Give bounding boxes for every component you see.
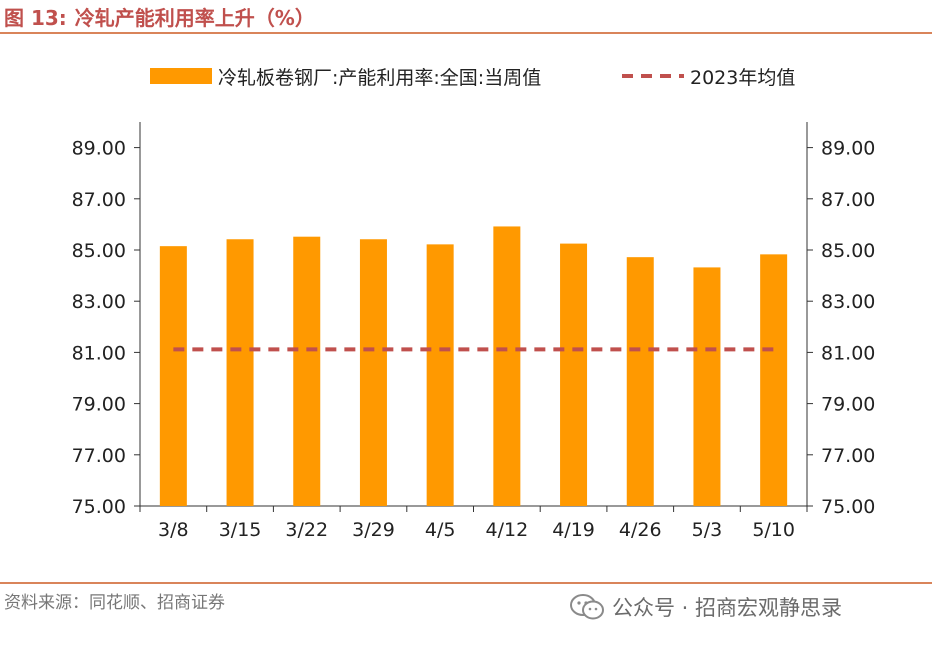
x-axis-labels: 3/8 3/15 3/22 3/29 4/5 4/12 4/19 4/26 5/3 5/10 (158, 519, 795, 541)
x-tick-label: 5/3 (692, 519, 723, 541)
y-tick-label-right: 81.00 (821, 342, 875, 364)
y-axis-labels: 75.00 75.00 77.00 77.00 79.00 79.00 81.00 81.00… (72, 138, 876, 518)
y-tick-label-right: 83.00 (821, 291, 875, 313)
y-tick-label: 79.00 (72, 394, 126, 416)
y-tick-label: 87.00 (72, 189, 126, 211)
bar (159, 246, 187, 506)
bar (426, 244, 454, 507)
figure-title-text: 冷轧产能利用率上升（%） (74, 6, 315, 30)
y-tick-label: 75.00 (72, 496, 126, 518)
bar (293, 236, 321, 507)
wechat-icon (570, 594, 604, 620)
y-tick-label-right: 79.00 (821, 394, 875, 416)
x-tick-label: 3/15 (219, 519, 262, 541)
x-tick-label: 3/22 (285, 519, 328, 541)
source-note: 资料来源：同花顺、招商证券 (4, 593, 225, 613)
y-tick-label-right: 75.00 (821, 496, 875, 518)
bar (626, 257, 654, 506)
legend-swatch-bars (150, 68, 212, 84)
legend: 冷轧板卷钢厂:产能利用率:全国:当周值 2023年均值 (150, 67, 795, 89)
y-tick-label-right: 85.00 (821, 240, 875, 262)
x-tick-label: 4/5 (425, 519, 456, 541)
bar (226, 239, 254, 507)
y-tick-label: 85.00 (72, 240, 126, 262)
bar (760, 254, 788, 506)
x-tick-label: 4/26 (619, 519, 662, 541)
x-tick-label: 3/8 (158, 519, 189, 541)
figure-title: 图 13: 冷轧产能利用率上升（%） (4, 2, 315, 31)
y-tick-label: 83.00 (72, 291, 126, 313)
x-tick-label: 4/12 (486, 519, 529, 541)
bar (359, 239, 387, 507)
y-tick-label: 77.00 (72, 445, 126, 467)
watermark: 公众号 · 招商宏观静思录 (570, 592, 842, 622)
y-tick-label: 89.00 (72, 138, 126, 160)
x-tick-label: 4/19 (552, 519, 595, 541)
x-tick-label: 5/10 (752, 519, 795, 541)
x-tick-label: 3/29 (352, 519, 395, 541)
y-tick-label: 81.00 (72, 342, 126, 364)
watermark-text: 公众号 · 招商宏观静思录 (612, 596, 843, 620)
legend-label-line: 2023年均值 (690, 67, 795, 89)
footer-divider (0, 582, 932, 584)
bar-chart: 冷轧板卷钢厂:产能利用率:全国:当周值 2023年均值 3/8 3/15 3/22 3/… (72, 67, 876, 541)
y-tick-label-right: 89.00 (821, 138, 875, 160)
figure-number: 图 13: (4, 6, 67, 30)
legend-label-bars: 冷轧板卷钢厂:产能利用率:全国:当周值 (218, 67, 541, 89)
bar (560, 243, 588, 506)
bar-series (159, 226, 788, 507)
y-tick-label-right: 77.00 (821, 445, 875, 467)
title-divider (0, 32, 932, 34)
y-tick-label-right: 87.00 (821, 189, 875, 211)
bar (493, 226, 521, 506)
bar (693, 267, 721, 506)
